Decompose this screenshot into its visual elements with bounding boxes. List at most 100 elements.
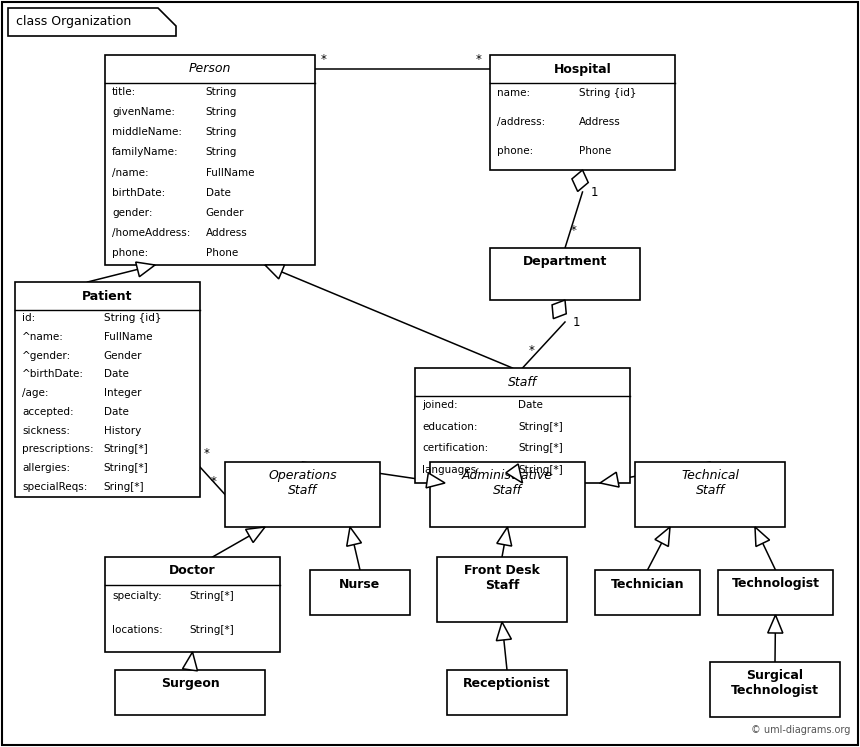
Text: FullName: FullName bbox=[206, 167, 255, 178]
Text: Technician: Technician bbox=[611, 577, 685, 590]
Text: Technologist: Technologist bbox=[732, 577, 820, 590]
Text: String[*]: String[*] bbox=[519, 421, 563, 432]
Text: *: * bbox=[571, 224, 577, 237]
Polygon shape bbox=[655, 527, 670, 547]
Text: class Organization: class Organization bbox=[16, 16, 132, 28]
Text: /address:: /address: bbox=[497, 117, 545, 127]
Text: ^gender:: ^gender: bbox=[22, 351, 71, 361]
Polygon shape bbox=[600, 472, 619, 487]
Text: languages:: languages: bbox=[422, 465, 480, 475]
Text: Staff: Staff bbox=[508, 376, 537, 388]
Polygon shape bbox=[552, 300, 566, 319]
Text: Address: Address bbox=[579, 117, 621, 127]
Text: Gender: Gender bbox=[104, 351, 142, 361]
Text: Patient: Patient bbox=[83, 290, 132, 303]
Text: /homeAddress:: /homeAddress: bbox=[112, 228, 190, 238]
Bar bbox=[595, 570, 700, 615]
Bar bbox=[415, 368, 630, 483]
Text: familyName:: familyName: bbox=[112, 147, 179, 158]
Text: Phone: Phone bbox=[579, 146, 611, 156]
Text: Operations
Staff: Operations Staff bbox=[268, 469, 337, 497]
Bar bbox=[15, 282, 200, 497]
Text: *: * bbox=[211, 474, 217, 488]
Text: Address: Address bbox=[206, 228, 248, 238]
Text: History: History bbox=[104, 426, 141, 436]
Text: Phone: Phone bbox=[206, 249, 238, 258]
Text: 1: 1 bbox=[591, 186, 598, 199]
Text: © uml-diagrams.org: © uml-diagrams.org bbox=[751, 725, 850, 735]
Bar bbox=[105, 557, 280, 652]
Text: /name:: /name: bbox=[112, 167, 149, 178]
Text: givenName:: givenName: bbox=[112, 107, 175, 117]
Text: phone:: phone: bbox=[112, 249, 148, 258]
Text: String[*]: String[*] bbox=[104, 463, 149, 473]
Text: String: String bbox=[206, 127, 237, 137]
Bar bbox=[490, 55, 675, 170]
Text: birthDate:: birthDate: bbox=[112, 187, 165, 198]
Text: phone:: phone: bbox=[497, 146, 533, 156]
Polygon shape bbox=[497, 527, 512, 546]
Text: specialReqs:: specialReqs: bbox=[22, 482, 88, 492]
Text: *: * bbox=[529, 344, 534, 357]
Text: Technical
Staff: Technical Staff bbox=[681, 469, 739, 497]
Polygon shape bbox=[8, 8, 176, 36]
Text: String[*]: String[*] bbox=[519, 465, 563, 475]
Text: Date: Date bbox=[104, 407, 129, 417]
Bar bbox=[310, 570, 410, 615]
Text: prescriptions:: prescriptions: bbox=[22, 444, 94, 454]
Text: 1: 1 bbox=[573, 316, 580, 329]
Polygon shape bbox=[755, 527, 770, 547]
Text: title:: title: bbox=[112, 87, 136, 96]
Text: Date: Date bbox=[104, 370, 129, 379]
Text: Sring[*]: Sring[*] bbox=[104, 482, 144, 492]
Text: String[*]: String[*] bbox=[189, 624, 234, 634]
Text: sickness:: sickness: bbox=[22, 426, 70, 436]
Bar bbox=[225, 462, 380, 527]
Text: String {id}: String {id} bbox=[579, 88, 636, 98]
Polygon shape bbox=[496, 622, 512, 641]
Polygon shape bbox=[768, 615, 783, 633]
Text: String[*]: String[*] bbox=[104, 444, 149, 454]
Text: String: String bbox=[206, 107, 237, 117]
Text: joined:: joined: bbox=[422, 400, 458, 410]
Text: Surgeon: Surgeon bbox=[161, 678, 219, 690]
Text: education:: education: bbox=[422, 421, 477, 432]
Text: Integer: Integer bbox=[104, 388, 141, 398]
Bar bbox=[710, 662, 840, 717]
Text: Administrative
Staff: Administrative Staff bbox=[462, 469, 553, 497]
Text: *: * bbox=[321, 53, 327, 66]
Text: Hospital: Hospital bbox=[554, 63, 611, 75]
Bar bbox=[490, 248, 640, 300]
Polygon shape bbox=[246, 527, 265, 542]
Text: Gender: Gender bbox=[206, 208, 244, 218]
Bar bbox=[430, 462, 585, 527]
Text: Nurse: Nurse bbox=[340, 577, 381, 590]
Text: id:: id: bbox=[22, 313, 35, 323]
Bar bbox=[115, 670, 265, 715]
Polygon shape bbox=[136, 262, 155, 276]
Text: certification:: certification: bbox=[422, 444, 488, 453]
Bar bbox=[105, 55, 315, 265]
Polygon shape bbox=[506, 464, 523, 483]
Text: ^name:: ^name: bbox=[22, 332, 64, 342]
Text: Date: Date bbox=[206, 187, 230, 198]
Text: specialty:: specialty: bbox=[112, 591, 162, 601]
Text: allergies:: allergies: bbox=[22, 463, 71, 473]
Text: gender:: gender: bbox=[112, 208, 152, 218]
Text: FullName: FullName bbox=[104, 332, 152, 342]
Bar bbox=[635, 462, 785, 527]
Text: name:: name: bbox=[497, 88, 530, 98]
Polygon shape bbox=[347, 527, 361, 546]
Text: Surgical
Technologist: Surgical Technologist bbox=[731, 669, 819, 697]
Text: *: * bbox=[476, 53, 482, 66]
Polygon shape bbox=[426, 473, 445, 488]
Text: String[*]: String[*] bbox=[519, 444, 563, 453]
Text: Date: Date bbox=[519, 400, 543, 410]
Text: String: String bbox=[206, 87, 237, 96]
Text: String: String bbox=[206, 147, 237, 158]
Polygon shape bbox=[265, 265, 285, 279]
Bar bbox=[718, 570, 833, 615]
Text: Person: Person bbox=[189, 63, 231, 75]
Polygon shape bbox=[182, 652, 198, 671]
Text: String[*]: String[*] bbox=[189, 591, 234, 601]
